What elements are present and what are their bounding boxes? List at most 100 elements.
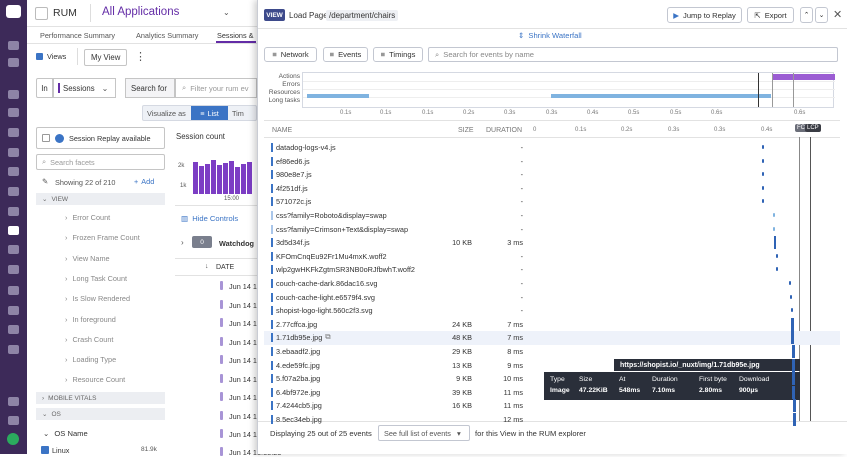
waterfall-row[interactable]: css?family=Crimson+Text&display=swap - <box>267 222 837 236</box>
waterfall-bar[interactable] <box>762 186 764 190</box>
date-cell[interactable]: Jun 14 13:38:25 <box>229 412 282 421</box>
waterfall-bar[interactable] <box>792 345 795 358</box>
waterfall-bar[interactable] <box>792 386 795 399</box>
rum-icon[interactable] <box>8 226 19 235</box>
visualize-list-button[interactable]: ≡ List <box>191 106 228 120</box>
waterfall-bar[interactable] <box>793 413 796 426</box>
waterfall-bar[interactable] <box>773 227 775 231</box>
linux-label[interactable]: Linux <box>52 446 70 455</box>
tab-analytics-summary[interactable]: Analytics Summary <box>136 31 199 40</box>
facet-is-slow-rendered[interactable]: › Is Slow Rendered <box>65 294 131 303</box>
tab-performance-summary[interactable]: Performance Summary <box>40 31 116 40</box>
chevron-right-icon[interactable]: › <box>181 238 184 247</box>
synthetics-icon[interactable] <box>8 265 19 274</box>
application-selector[interactable]: All Applications <box>102 6 180 18</box>
date-cell[interactable]: Jun 14 13:38:37 <box>229 301 282 310</box>
waterfall-bar[interactable] <box>791 331 794 344</box>
waterfall-row[interactable]: 3.ebaadf2.jpg 29 KB 8 ms <box>267 344 837 358</box>
waterfall-bar[interactable] <box>793 399 796 412</box>
facet-view-name[interactable]: › View Name <box>65 254 110 263</box>
waterfall-row[interactable]: 8.5ec34eb.jpg 12 ms <box>267 412 837 426</box>
infrastructure-icon[interactable] <box>8 167 19 176</box>
date-cell[interactable]: Jun 14 13:38:29 <box>229 338 282 347</box>
waterfall-row[interactable]: 2.77cffca.jpg 24 KB 7 ms <box>267 317 837 331</box>
waterfall-bar[interactable] <box>789 281 791 285</box>
data-source-selector[interactable]: Sessions ⌄ <box>53 78 116 98</box>
filter-events-button[interactable]: ≡ Events <box>323 47 368 62</box>
more-options-icon[interactable]: ⋮ <box>135 51 146 63</box>
date-cell[interactable]: Jun 14 13:38:26 <box>229 393 282 402</box>
dashboards-icon[interactable] <box>8 148 19 157</box>
waterfall-row[interactable]: 1.71db95e.jpg ⧉ 48 KB 7 ms <box>267 330 837 344</box>
name-column-header[interactable]: NAME <box>272 127 293 134</box>
ci-icon[interactable] <box>8 306 19 315</box>
facet-in-foreground[interactable]: › In foreground <box>65 315 116 324</box>
size-column-header[interactable]: SIZE <box>458 127 474 134</box>
add-facet-button[interactable]: + Add <box>134 177 155 186</box>
date-cell[interactable]: Jun 14 13:38:43 <box>229 282 282 291</box>
facet-frozen-frame-count[interactable]: › Frozen Frame Count <box>65 233 140 242</box>
waterfall-bar[interactable] <box>776 267 778 271</box>
waterfall-bar[interactable] <box>762 145 764 149</box>
integrations-icon[interactable] <box>8 325 19 334</box>
waterfall-row[interactable]: datadog-logs-v4.js - <box>267 140 837 154</box>
fc-marker[interactable]: FC <box>795 124 807 132</box>
section-mobile-vitals[interactable]: › MOBILE VITALS <box>36 392 165 404</box>
edit-icon[interactable]: ✎ <box>42 177 49 186</box>
filter-timings-button[interactable]: ≡ Timings <box>373 47 423 62</box>
visualize-timeseries-button[interactable]: Tim <box>232 109 244 118</box>
waterfall-row[interactable]: shopist-logo-light.560c2f3.svg - <box>267 303 837 317</box>
waterfall-row[interactable]: KFOmCnqEu92Fr1Mu4mxK.woff2 - <box>267 249 837 263</box>
facet-long-task-count[interactable]: › Long Task Count <box>65 274 128 283</box>
waterfall-row[interactable]: 980e8e7.js - <box>267 167 837 181</box>
waterfall-row[interactable]: css?family=Roboto&display=swap - <box>267 208 837 222</box>
waterfall-row[interactable]: couch-cache-light.e6579f4.svg - <box>267 290 837 304</box>
tab-sessions[interactable]: Sessions & <box>217 31 254 40</box>
datadog-logo-icon[interactable] <box>6 5 21 18</box>
waterfall-bar[interactable] <box>790 295 792 299</box>
search-icon[interactable] <box>8 90 19 99</box>
waterfall-row[interactable]: ef86ed6.js - <box>267 154 837 168</box>
waterfall-bar[interactable] <box>762 172 764 176</box>
waterfall-row[interactable]: couch-cache-dark.86dac16.svg - <box>267 276 837 290</box>
date-cell[interactable]: Jun 14 13:38:28 <box>229 356 282 365</box>
waterfall-bar[interactable] <box>791 308 793 312</box>
session-replay-filter[interactable]: Session Replay available <box>36 127 165 149</box>
previous-event-button[interactable]: ⌃ <box>800 7 813 23</box>
apm-icon[interactable] <box>8 207 19 216</box>
section-view[interactable]: ⌄ VIEW <box>36 193 165 205</box>
waterfall-row[interactable]: wlp2gwHKFkZgtmSR3NB0oRJfbwhT.woff2 - <box>267 262 837 276</box>
checkbox[interactable] <box>42 134 50 142</box>
views-button[interactable]: Views <box>36 52 66 61</box>
search-events-input[interactable]: ⌕ Search for events by name <box>428 47 838 62</box>
waterfall-row[interactable]: 4.ede59fc.jpg 13 KB 9 ms <box>267 358 837 372</box>
waterfall-bar[interactable] <box>762 159 764 163</box>
team-icon[interactable] <box>8 416 19 425</box>
waterfall-bar[interactable] <box>776 254 778 258</box>
watchdog-icon[interactable] <box>8 108 19 117</box>
waterfall-row[interactable]: 6.4bf972e.jpg 39 KB 11 ms <box>267 385 837 399</box>
search-facets-input[interactable]: ⌕ Search facets <box>36 154 165 170</box>
section-os[interactable]: ⌄ OS <box>36 408 165 420</box>
date-cell[interactable]: Jun 14 13:38:35 <box>229 319 282 328</box>
facet-os-name[interactable]: ⌄ OS Name <box>43 429 88 438</box>
jump-to-replay-button[interactable]: ▶ Jump to Replay <box>667 7 742 23</box>
see-full-list-select[interactable]: See full list of events ▾ <box>378 425 470 441</box>
waterfall-bar[interactable] <box>773 213 775 217</box>
lcp-marker[interactable]: LCP <box>805 124 821 132</box>
facet-loading-type[interactable]: › Loading Type <box>65 355 117 364</box>
next-event-button[interactable]: ⌄ <box>815 7 828 23</box>
settings-icon[interactable] <box>8 345 19 354</box>
close-icon[interactable]: ✕ <box>833 9 843 21</box>
waterfall-row[interactable]: 3d5d34f.js 10 KB 3 ms <box>267 235 837 249</box>
date-cell[interactable]: Jun 14 13:38:27 <box>229 375 282 384</box>
hide-controls-button[interactable]: ▥ Hide Controls <box>181 214 239 223</box>
security-icon[interactable] <box>8 286 19 295</box>
sort-down-icon[interactable]: ↓ <box>205 263 209 270</box>
waterfall-bar[interactable] <box>791 318 794 331</box>
query-input[interactable]: ⌕ Filter your rum ev <box>175 78 257 98</box>
duration-column-header[interactable]: DURATION <box>486 127 523 134</box>
logs-icon[interactable] <box>8 245 19 254</box>
waterfall-bar[interactable] <box>774 236 776 249</box>
waterfall-bar[interactable] <box>792 372 795 385</box>
